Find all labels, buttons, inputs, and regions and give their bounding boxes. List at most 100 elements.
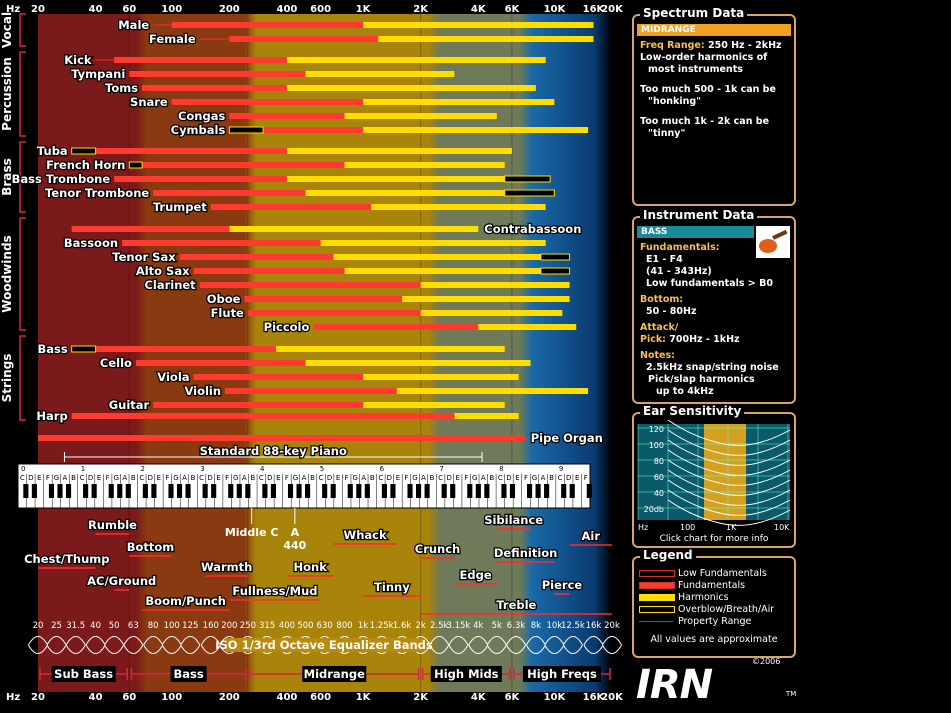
harmonics-bar	[205, 57, 546, 63]
piano-note-label: A	[361, 474, 366, 482]
instrument-name: BASS	[637, 226, 754, 238]
ear-curve	[667, 479, 791, 506]
ear-ylabel: 40	[654, 489, 664, 498]
ear-ylabel: 20db	[644, 505, 664, 514]
harmonics-bar	[454, 413, 519, 419]
a440-label-freq: 440	[283, 539, 306, 552]
eq-label: ISO 1/3rd Octave Equalizer Bands	[215, 638, 433, 652]
piano-black-key	[390, 484, 396, 498]
piano-note-label: E	[37, 474, 41, 482]
eq-band-curves	[27, 636, 623, 654]
instrument-row: Viola	[156, 369, 519, 385]
piano-note-label: F	[225, 474, 229, 482]
fundamentals-bar	[193, 374, 364, 380]
piano-note-label: A	[421, 474, 426, 482]
region-label: Boom/Punch	[145, 594, 226, 608]
fundamentals-bar	[210, 204, 371, 210]
piano-note-label: F	[404, 474, 408, 482]
instrument-label: Snare	[130, 95, 168, 109]
piano-note-label: B	[191, 474, 196, 482]
piano-black-key	[228, 484, 234, 498]
piano-note-label: E	[336, 474, 340, 482]
piano-note-label: F	[106, 474, 110, 482]
fundamentals-bar	[244, 296, 403, 302]
eq-band-label: 1.25k	[370, 621, 394, 631]
piano-black-key	[65, 484, 72, 498]
piano-note-label: E	[276, 474, 280, 482]
eq-label-bg	[225, 638, 423, 652]
harmonics-bar	[296, 388, 589, 394]
overblow-bar	[540, 253, 571, 261]
ear-ylabel: 60	[654, 473, 664, 482]
freq-tick-label: 4K	[471, 4, 487, 15]
category-label: Vocal	[0, 12, 14, 48]
freq-tick-label: 16K	[583, 4, 606, 15]
instrument-data-title: Instrument Data	[640, 208, 758, 222]
piano-note-label: G	[532, 474, 537, 482]
fundamentals-bar	[229, 113, 345, 119]
piano-note-label: G	[353, 474, 358, 482]
freq-tick-label: 2K	[413, 692, 429, 703]
region-label: AC/Ground	[87, 574, 156, 588]
ear-sensitivity-chart[interactable]: 120 100 80 60 40 20db Hz 100 1K 10K Click chart fo…	[634, 420, 794, 544]
fundamentals-bar	[153, 190, 306, 196]
fundamentals-bar	[135, 360, 306, 366]
legend-swatch	[639, 606, 675, 613]
instrument-row: Harp	[35, 408, 519, 424]
category-label: Strings	[0, 354, 14, 403]
piano-black-key	[544, 484, 550, 498]
piano-black-key	[586, 484, 592, 498]
freq-tick-label: 40	[89, 4, 103, 15]
piano-note-label: C	[438, 474, 443, 482]
fundamentals-bar	[247, 310, 421, 316]
piano-black-key	[168, 484, 174, 498]
instrument-data-panel: Instrument Data BASS Fundamentals: E1 - …	[632, 208, 796, 404]
eq-band-label: 40	[90, 621, 101, 631]
piano-black-key	[381, 484, 387, 498]
ear-xlabel: 1K	[726, 523, 737, 532]
instrument-label: Tenor Trombone	[45, 186, 149, 200]
pick-value: 700Hz - 1kHz	[669, 334, 740, 345]
ear-xlabel: Hz	[638, 523, 648, 532]
overblow-bar	[71, 345, 97, 353]
piano-note-label: E	[575, 474, 579, 482]
piano-black-key	[475, 484, 481, 498]
eq-band-label: 50	[109, 621, 120, 631]
ear-curve	[667, 429, 791, 456]
piano-note-label: F	[46, 474, 50, 482]
harmonics-bar	[229, 85, 536, 91]
freq-tick-label: 100	[161, 692, 182, 703]
legend-label: Overblow/Breath/Air	[678, 604, 775, 615]
instrument-row: Flute	[209, 305, 563, 321]
piano-note-label: F	[524, 474, 528, 482]
fundamentals-bar	[179, 254, 334, 260]
piano-black-key	[202, 484, 208, 498]
harmonics-bar	[305, 310, 563, 316]
piano-note-label: A	[182, 474, 187, 482]
instrument-label: Cello	[100, 356, 132, 370]
harmonics-bar	[296, 268, 541, 274]
piano-note-label: A	[63, 474, 68, 482]
spectrum-line-6: "tinny"	[648, 128, 686, 139]
piano-black-key	[569, 484, 575, 498]
instrument-row: Bassoon	[63, 235, 546, 251]
bottom-value: 50 - 80Hz	[646, 306, 697, 317]
eq-band-label: 80	[148, 621, 159, 631]
eq-band-label: 630	[317, 621, 333, 631]
fundamentals-bar	[129, 71, 306, 77]
ear-sensitivity-panel[interactable]: Ear Sensitivity 120 100 80 60 40 20db Hz 100 1K 1…	[632, 404, 796, 548]
range-label: Sub Bass	[54, 667, 113, 681]
region-label: Rumble	[88, 518, 137, 532]
range-label-bg	[430, 666, 502, 682]
instrument-label: Male	[118, 18, 149, 32]
instrument-row: Cello	[99, 355, 531, 371]
instrument-label: Clarinet	[144, 278, 196, 292]
instrument-label: Tenor Sax	[112, 250, 176, 264]
piano-note-label: F	[285, 474, 289, 482]
piano-note-label: F	[584, 474, 588, 482]
freq-tick-label: 10K	[544, 692, 567, 703]
piano-note-label: G	[173, 474, 178, 482]
instrument-label: Cymbals	[171, 123, 226, 137]
piano-black-key	[441, 484, 447, 498]
instrument-row: Male	[117, 17, 594, 33]
